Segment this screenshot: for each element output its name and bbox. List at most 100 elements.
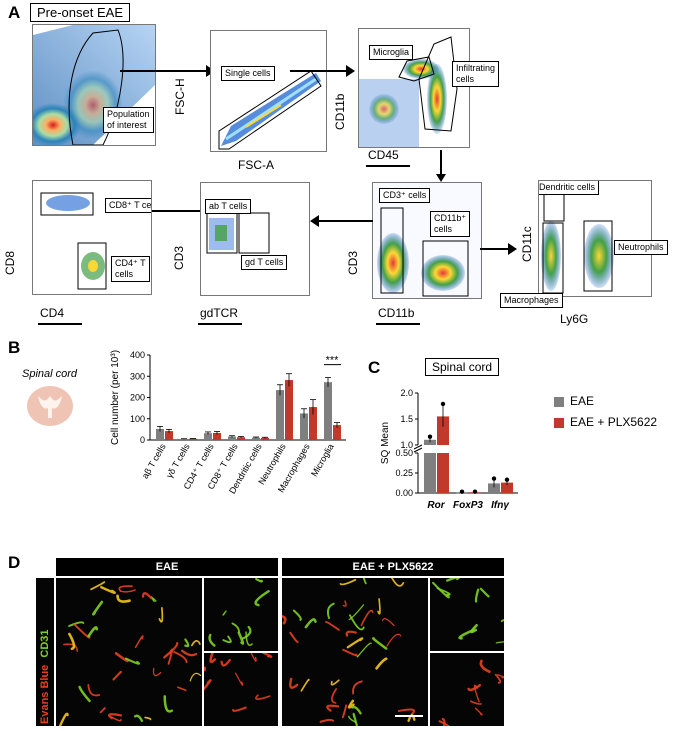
vessel-stroke (234, 672, 244, 686)
chartC-bar (488, 483, 500, 493)
plot6-xlabel: gdTCR (200, 306, 239, 320)
vessel-stroke (289, 677, 299, 689)
gate-infiltrating-cells: Infiltrating cells (452, 61, 500, 87)
chartB-bar (276, 390, 284, 440)
vessel-stroke (245, 631, 253, 646)
vessel-stroke (391, 578, 405, 587)
vessel-stroke (446, 578, 460, 582)
plot7-xlabel: CD4 (40, 306, 65, 320)
vessel-stroke (133, 714, 144, 722)
vessel-stroke (438, 720, 451, 726)
plot2-xlabel: FSC-A (238, 158, 274, 172)
chartC-ytick-label: 2.0 (400, 388, 413, 398)
vessel-stroke (241, 625, 252, 640)
vessel-stroke (292, 609, 302, 621)
vessel-stroke (254, 589, 270, 607)
panel-a-letter: A (8, 3, 21, 22)
vessel-stroke (330, 679, 340, 686)
vessel-stroke (158, 607, 164, 623)
vessel-stroke (473, 684, 480, 703)
vessel-stroke (494, 673, 502, 684)
vessel-stroke (342, 600, 347, 607)
label-cd31: CD31 (39, 629, 51, 658)
chartB-ytick-label: 200 (130, 393, 145, 403)
chartB-ytick-label: 0 (140, 435, 145, 445)
gate-cd4-t-cells: CD4⁺ T cells (111, 256, 150, 282)
vessel-stroke (108, 713, 123, 720)
tissue-label: Spinal cord (22, 368, 78, 380)
stain-label-strip: Evans Blue CD31 (36, 578, 54, 726)
chartC-break-mark (413, 447, 423, 453)
vessel-stroke (467, 683, 482, 692)
vessel-stroke (222, 610, 227, 616)
vessel-stroke (167, 648, 174, 665)
vessel-stroke (58, 712, 69, 726)
vessel-stroke (116, 594, 131, 603)
vessel-stroke (250, 653, 257, 662)
vessel-stroke (326, 602, 335, 620)
plot3-xarrow (366, 165, 410, 167)
vessel-stroke (222, 635, 232, 644)
gate-population-of-interest: Population of interest (103, 107, 154, 133)
vessel-stroke (348, 715, 357, 723)
label-evans-blue: Evans Blue (39, 664, 51, 724)
chartB-bar (213, 432, 221, 440)
vessel-stroke (68, 621, 85, 628)
vessel-stroke (114, 652, 129, 663)
vessel-stroke (352, 712, 358, 726)
panel-c-title: Spinal cord (425, 358, 500, 376)
vessel-stroke (397, 708, 416, 716)
chartB-bar (204, 433, 212, 440)
density-plot-3 (359, 36, 458, 147)
flow-plot-gdtcr-cd3: ab T cells gd T cells (200, 182, 310, 296)
density-plot-5 (541, 192, 614, 294)
vessel-stroke (163, 641, 179, 659)
vessel-stroke (474, 707, 483, 716)
micrograph-eae-merged (56, 578, 202, 726)
gate-cd8-t-cells: CD8⁺ T cells (105, 198, 151, 213)
vessel-stroke (474, 588, 480, 603)
chartC-bar (424, 453, 436, 493)
vessel-stroke (348, 604, 365, 621)
vessel-stroke (326, 704, 340, 712)
chartC-bar (437, 416, 449, 445)
chartB-bar (324, 382, 332, 440)
chartB-category-label: Microglia (309, 442, 336, 478)
vessel-stroke (184, 638, 190, 648)
vessel-stroke (325, 621, 340, 631)
vessel-stroke (458, 629, 474, 640)
vessel-stroke (331, 688, 338, 704)
vessel-stroke (352, 680, 363, 695)
vessel-stroke (110, 716, 122, 722)
gate-microglia: Microglia (369, 45, 414, 60)
plot5-ylabel: CD11c (520, 226, 534, 262)
vessel-stroke (479, 659, 491, 674)
vessel-stroke (441, 717, 446, 726)
vessel-stroke (360, 609, 374, 627)
vessel-stroke (345, 630, 357, 637)
plot3-ylabel: CD11b (333, 93, 347, 130)
vessel-stroke (495, 641, 504, 644)
flow-plot-fsc-ssc: Population of interest (32, 24, 156, 146)
micrograph-plx-cd31 (430, 578, 504, 651)
chartC-ytick-label: 0.50 (395, 448, 413, 458)
vessel-stroke (204, 666, 207, 672)
vessel-stroke (99, 707, 106, 714)
vessel-stroke (304, 618, 317, 629)
vessel-stroke (73, 623, 91, 639)
plot4-xlabel: CD11b (378, 306, 415, 320)
vessel-stroke (469, 700, 482, 705)
vessel-stroke (119, 589, 136, 593)
header-eae-plx: EAE + PLX5622 (282, 558, 504, 576)
plot7-xarrow (38, 323, 82, 325)
vessel-stroke (255, 578, 263, 583)
vessel-stroke (289, 631, 299, 644)
arrow-2 (290, 70, 350, 72)
chartC-point (491, 476, 497, 481)
vessel-stroke (342, 648, 359, 657)
chartC-bar (437, 453, 449, 493)
micrograph-eae-cd31 (204, 578, 278, 651)
vessel-stroke (362, 578, 367, 585)
chartB-ytick-label: 400 (130, 350, 145, 360)
